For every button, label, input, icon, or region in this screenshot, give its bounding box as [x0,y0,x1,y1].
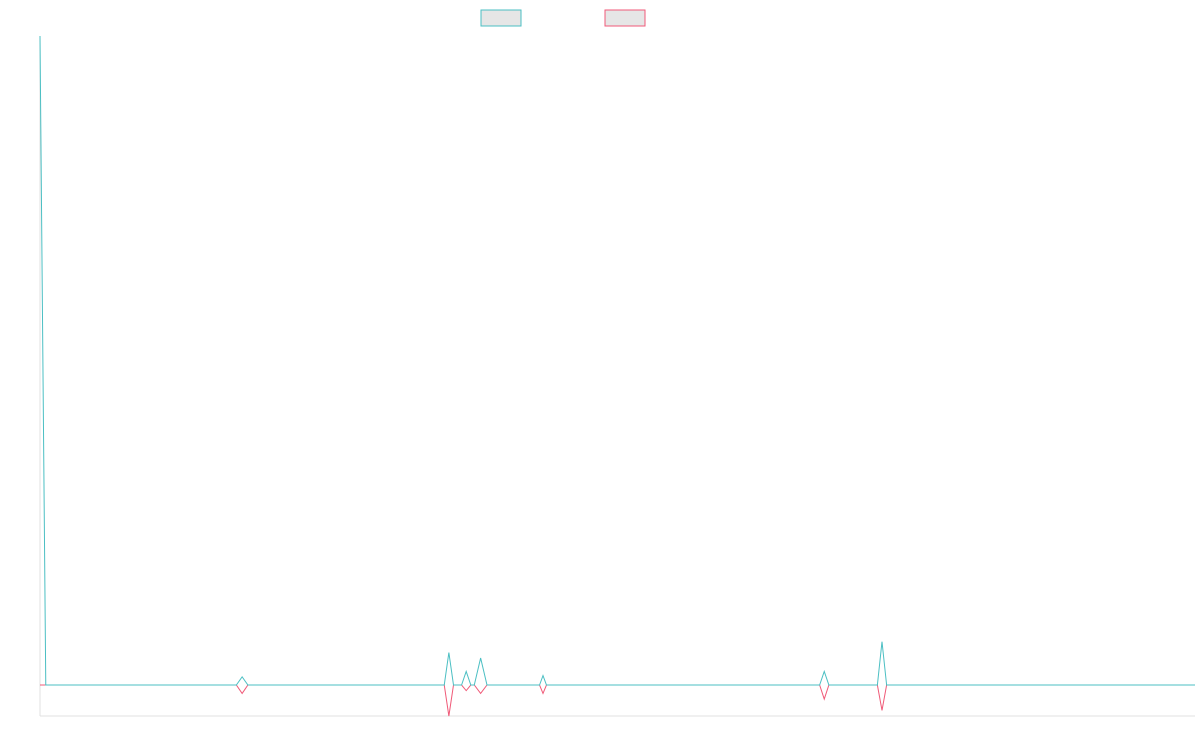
legend-swatch-2[interactable] [604,9,646,27]
series-line-1 [39,35,1195,686]
series-line-2 [40,684,1195,717]
legend-swatch-1[interactable] [480,9,522,27]
series-layer [39,35,1195,717]
legend [480,9,646,27]
axes [39,36,1195,717]
